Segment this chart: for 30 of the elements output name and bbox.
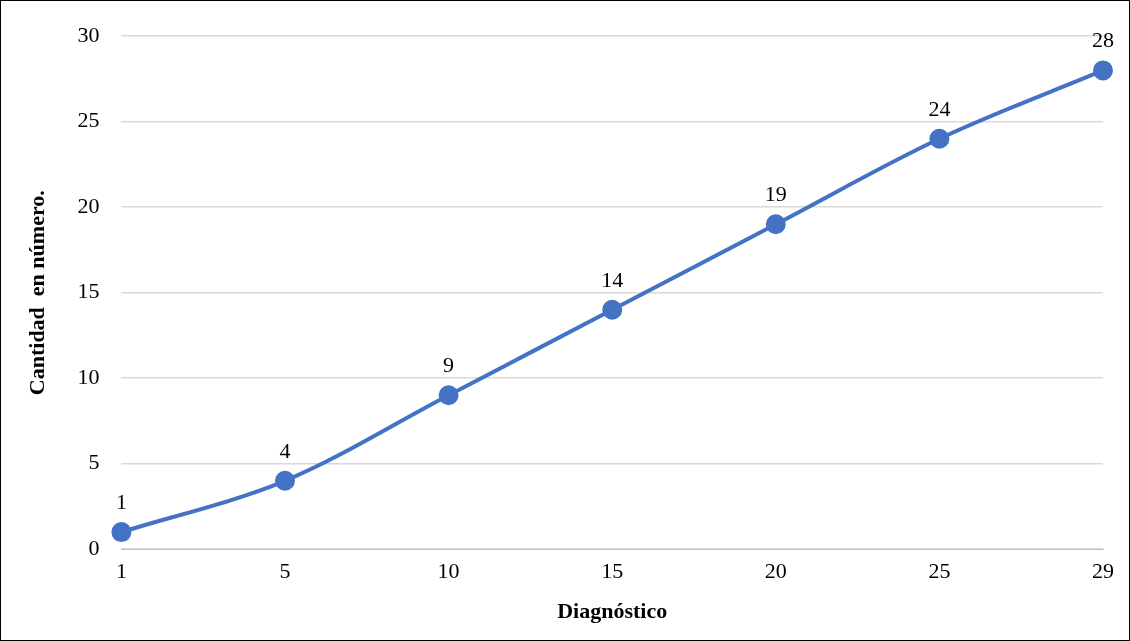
data-label: 1 [115, 488, 127, 514]
point [765, 214, 786, 235]
x-tick-label: 20 [764, 558, 787, 584]
x-tick-label: 15 [601, 558, 624, 584]
x-tick-label: 1 [115, 558, 127, 584]
data-label: 9 [443, 352, 455, 378]
point [602, 299, 623, 320]
data-label: 28 [1092, 27, 1114, 53]
data-label: 4 [279, 437, 291, 463]
x-tick-label: 25 [928, 558, 951, 584]
y-tick-label: 25 [77, 107, 100, 133]
point [438, 385, 459, 406]
point [929, 128, 950, 149]
y-tick-label: 5 [88, 449, 100, 475]
data-label: 19 [764, 181, 787, 207]
point [1093, 60, 1113, 81]
y-tick-label: 30 [77, 21, 100, 47]
x-tick-label: 29 [1092, 558, 1114, 584]
point [111, 522, 132, 543]
data-label: 14 [601, 266, 624, 292]
y-axis-title: Cantidad en número. [23, 190, 49, 396]
point [275, 470, 295, 491]
x-tick-label: 5 [279, 558, 291, 584]
y-tick-label: 10 [77, 363, 100, 389]
y-tick-label: 20 [77, 192, 100, 218]
x-tick-label: 10 [437, 558, 460, 584]
x-axis-title: Diagnóstico [557, 598, 668, 624]
y-tick-label: 0 [88, 534, 100, 560]
data-label: 24 [928, 95, 951, 121]
y-tick-label: 15 [77, 278, 100, 304]
